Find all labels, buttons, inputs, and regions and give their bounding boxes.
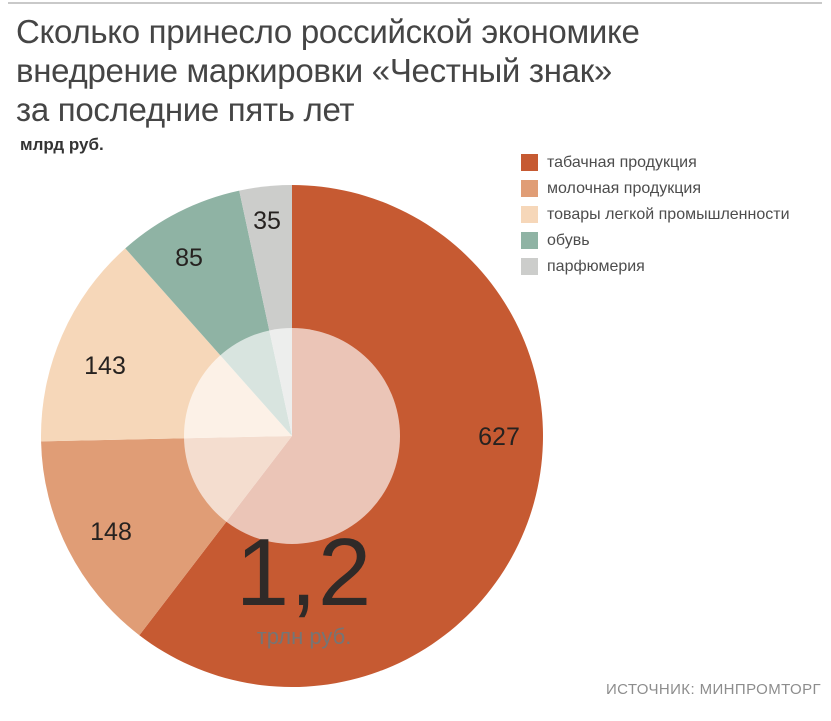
pie-slice-value-0: 627 [478, 423, 520, 451]
legend-item-label: товары легкой промышленности [547, 206, 790, 223]
legend-swatch-icon [521, 232, 538, 249]
legend-item-2: товары легкой промышленности [521, 206, 790, 223]
source-credit: ИСТОЧНИК: МИНПРОМТОРГ [605, 681, 821, 698]
pie-slice-value-1: 148 [90, 518, 132, 546]
legend-item-1: молочная продукция [521, 180, 790, 197]
pie-chart-area: 627 148 143 85 35 1,2 трлн руб. [12, 156, 572, 716]
unit-label: млрд руб. [20, 135, 104, 154]
legend-swatch-icon [521, 154, 538, 171]
pie-center-disc [184, 328, 400, 544]
legend-swatch-icon [521, 206, 538, 223]
title-line-1: Сколько принесло российской экономике [16, 13, 640, 50]
legend-item-4: парфюмерия [521, 258, 790, 275]
title-line-2: внедрение маркировки «Честный знак» [16, 52, 612, 89]
legend-item-3: обувь [521, 232, 790, 249]
top-divider [8, 2, 822, 4]
legend: табачная продукция молочная продукция това… [521, 154, 790, 284]
pie-slice-value-3: 85 [175, 244, 203, 272]
title-line-3: за последние пять лет [16, 91, 355, 128]
page-title: Сколько принесло российской экономике вн… [16, 12, 640, 129]
legend-swatch-icon [521, 258, 538, 275]
pie-slice-value-2: 143 [84, 352, 126, 380]
pie-chart: 627 148 143 85 35 [41, 185, 543, 687]
legend-swatch-icon [521, 180, 538, 197]
legend-item-label: табачная продукция [547, 154, 697, 171]
legend-item-label: обувь [547, 232, 590, 249]
pie-slice-value-4: 35 [253, 207, 281, 235]
legend-item-label: молочная продукция [547, 180, 701, 197]
legend-item-0: табачная продукция [521, 154, 790, 171]
legend-item-label: парфюмерия [547, 258, 645, 275]
